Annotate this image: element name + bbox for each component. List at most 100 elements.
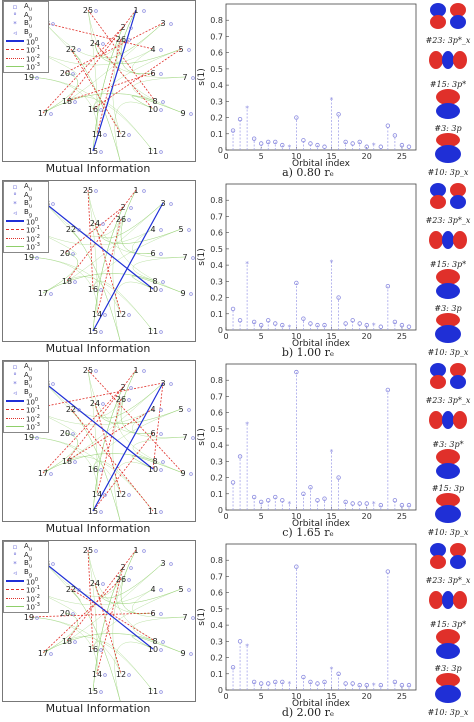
orbital-marker [73, 460, 77, 464]
orbital-number-label: 12 [116, 310, 126, 319]
orbital-item: #15: 3p* [422, 44, 474, 89]
orbital-item: #3: 3p [422, 268, 474, 313]
y-tick-label: 0.5 [210, 245, 223, 254]
orbital-marker [71, 72, 75, 76]
blue-correlation-line [44, 562, 154, 650]
orbital-lobe [430, 195, 446, 209]
data-point [301, 316, 306, 321]
data-point [294, 369, 299, 375]
orbital-images: #23: 3p*_x #3: 3p* #15: 3p #10: 3p_x [422, 360, 474, 540]
orbital-marker [71, 252, 75, 256]
orbital-number-label: 2 [120, 563, 125, 572]
orbital-label: #15: 3p* [429, 80, 467, 89]
x-axis-label: Orbital index [292, 339, 351, 346]
weak-correlation-line [94, 222, 182, 244]
legend-subscript: g [28, 31, 32, 38]
figure-panel: 1234567891011121314151617181920212223242… [0, 360, 474, 540]
orbital-number-label: 16 [88, 465, 98, 474]
orbital-number-label: 16 [88, 645, 98, 654]
weak-correlation-line [92, 228, 182, 290]
orbital-lobe [430, 555, 446, 569]
legend-subscript: g [28, 374, 32, 381]
orbital-number-label: 12 [116, 670, 126, 679]
data-point [392, 498, 398, 503]
y-tick-label: 0.3 [210, 457, 223, 466]
orbital-number-label: 2 [120, 203, 125, 212]
weak-correlation-line [87, 369, 98, 495]
legend-subscript: u [28, 366, 32, 373]
weak-correlation-line [132, 76, 186, 102]
orbital-number-label: 19 [24, 433, 34, 442]
legend-entry: 10-2 [6, 414, 46, 423]
red-correlation-line [94, 222, 122, 315]
data-point [273, 321, 278, 326]
data-point: * [372, 682, 376, 690]
legend-label: 10-2 [26, 53, 40, 63]
legend-line-symbol [6, 57, 24, 59]
orbital-marker [94, 369, 98, 373]
data-point [266, 318, 271, 323]
x-tick-label: 0 [223, 692, 228, 701]
y-tick-label: 0.6 [210, 229, 223, 238]
orbital-marker [49, 652, 53, 656]
orbital-marker [129, 26, 133, 30]
y-tick-label: 0.2 [210, 474, 223, 483]
x-tick-label: 20 [362, 692, 372, 701]
data-point [385, 387, 391, 393]
orbital-lobe [435, 145, 461, 163]
data-point [301, 138, 306, 143]
data-point [258, 141, 264, 146]
weak-correlation-line [131, 455, 184, 474]
orbital-lobes-image [436, 269, 460, 299]
data-point: * [245, 421, 249, 429]
legend-exponent: -1 [34, 585, 40, 592]
data-point [350, 318, 355, 323]
orbital-marker [77, 228, 81, 232]
weak-correlation-line [92, 48, 182, 110]
orbital-number-label: 20 [60, 609, 70, 618]
orbital-number-label: 22 [66, 45, 76, 54]
orbital-lobe [436, 283, 460, 299]
legend-entry: ◃ Bg [6, 208, 46, 218]
orbital-marker [159, 612, 163, 616]
weak-correlation-line [131, 48, 186, 78]
data-point [237, 454, 243, 459]
orbital-marker [187, 48, 191, 52]
orbital-marker [51, 22, 55, 26]
orbital-marker [49, 472, 53, 476]
orbital-lobes-image [436, 449, 460, 479]
legend-label: 100 [26, 396, 39, 406]
orbital-number-label: 11 [148, 147, 158, 156]
orbital-marker [169, 202, 173, 206]
data-point [350, 141, 355, 146]
x-tick-label: 0 [223, 512, 228, 521]
red-correlation-line [152, 382, 164, 470]
legend-entry: 100 [6, 217, 46, 226]
legend-exponent: -2 [34, 413, 40, 420]
y-tick-label: 0.7 [210, 392, 223, 401]
orbital-number-label: 10 [148, 465, 158, 474]
orbital-marker [73, 280, 77, 284]
weak-correlation-line [92, 640, 154, 692]
y-tick-label: 0.5 [210, 605, 223, 614]
data-point [294, 564, 299, 569]
data-point [315, 681, 320, 686]
data-point [251, 319, 257, 325]
data-point [357, 501, 362, 506]
mutual-information-diagram: 1234567891011121314151617181920212223242… [2, 360, 196, 522]
orbital-number-label: 10 [148, 105, 158, 114]
data-point [322, 144, 327, 149]
data-point: * [330, 449, 334, 457]
orbital-number-label: 3 [160, 19, 165, 28]
legend-label: Bg [24, 567, 32, 578]
orbital-marker [127, 38, 131, 42]
orbital-marker [99, 690, 103, 694]
mi-svg: 1234567891011121314151617181920212223242… [24, 6, 195, 161]
orbital-marker [99, 510, 103, 514]
legend-symbol: ° [13, 191, 17, 200]
orbital-marker [187, 408, 191, 412]
data-point [273, 494, 278, 500]
legend-entry: 10-1 [6, 405, 46, 414]
red-correlation-line [96, 218, 122, 315]
legend-symbol: ° [13, 551, 17, 560]
